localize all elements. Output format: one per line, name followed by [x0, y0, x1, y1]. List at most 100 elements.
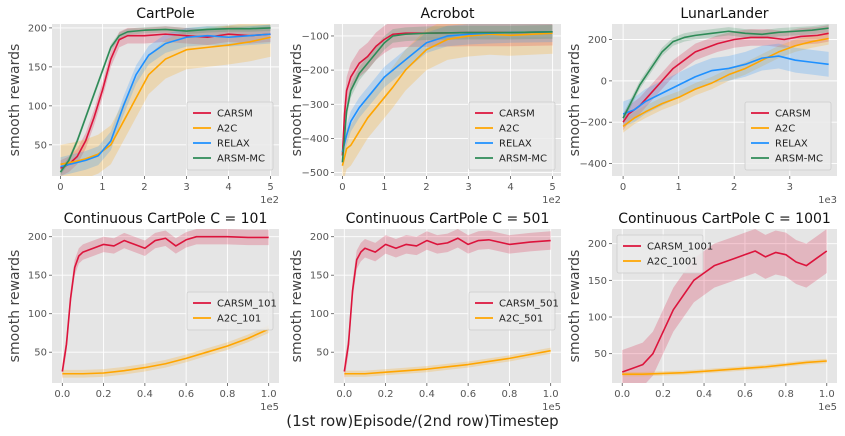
- y-tick-label: 150: [28, 271, 47, 282]
- series-line-carsm_501: [343, 237, 551, 372]
- chart-title: Continuous CartPole C = 501: [346, 211, 550, 227]
- series-band-relax: [60, 24, 271, 176]
- series-band-a2c_101: [62, 325, 269, 378]
- chart-title: Acrobot: [421, 6, 475, 22]
- x-tick-label: 1: [675, 182, 681, 193]
- y-tick-label: −500: [302, 168, 329, 179]
- y-tick-label: 100: [28, 101, 47, 112]
- chart-title: Continuous CartPole C = 1001: [618, 211, 831, 227]
- legend-box: [468, 291, 556, 331]
- series-line-a2c_1001: [622, 360, 827, 376]
- y-axis-label: smooth rewards: [567, 44, 583, 157]
- series-band-a2c_1001: [622, 358, 827, 377]
- series-line-a2c_501: [344, 349, 551, 375]
- legend-box: [616, 234, 704, 274]
- x-tick-label: 0.2: [96, 389, 112, 400]
- legend: CARSM A2C RELAX ARSM-MC: [186, 101, 274, 171]
- y-tick-label: 200: [588, 239, 607, 250]
- series-line-arsm-mc: [622, 27, 829, 119]
- x-tick-label: 0.6: [460, 389, 476, 400]
- x-tick-label: 0.6: [178, 389, 194, 400]
- x-tick-label: 3: [183, 182, 189, 193]
- x-tick-label: 1.0: [261, 389, 277, 400]
- x-tick-label: 0: [339, 182, 345, 193]
- legend-label: CARSM_1001: [647, 242, 713, 253]
- series-line-relax: [622, 55, 829, 115]
- y-axis-label: smooth rewards: [7, 44, 23, 157]
- legend-label: CARSM: [217, 109, 253, 120]
- series-band-carsm_1001: [622, 229, 827, 383]
- legend-label: RELAX: [217, 139, 250, 150]
- legend-label: ARSM-MC: [499, 154, 547, 165]
- legend: CARSM_101 A2C_101: [186, 291, 277, 331]
- y-axis-label: smooth rewards: [289, 44, 305, 157]
- legend-label: CARSM: [775, 109, 811, 120]
- legend-label: A2C_1001: [647, 257, 698, 268]
- y-axis-label: smooth rewards: [7, 250, 23, 363]
- x-tick-label: 0: [620, 182, 626, 193]
- y-tick-label: 100: [28, 309, 47, 320]
- series-band-carsm_101: [62, 229, 269, 380]
- series-group: [621, 229, 828, 383]
- x-tick-label: 0.8: [219, 389, 235, 400]
- x-tick-label: 0: [57, 182, 63, 193]
- x-tick-label: 0.6: [737, 389, 753, 400]
- legend-box: [186, 101, 274, 171]
- y-tick-label: 50: [594, 349, 607, 360]
- series-group: [61, 229, 270, 380]
- x-tick-label: 2: [141, 182, 147, 193]
- series-band-a2c: [342, 24, 553, 176]
- series-line-relax: [341, 31, 553, 153]
- chart-panel-1: 50 100 150 200 0 1 2 3 4 5 1e2 CartPole smooth rewar…: [7, 6, 279, 206]
- series-band-carsm_501: [344, 229, 551, 381]
- y-tick-label: 150: [310, 271, 329, 282]
- x-tick-label: 0.0: [614, 389, 630, 400]
- chart-panel-4: 50 100 150 200 0.0 0.2 0.4 0.6 0.8 1.0 1e5 Continuo…: [7, 211, 279, 413]
- x-offset-label: 1e5: [818, 402, 837, 413]
- x-tick-label: 0.8: [501, 389, 517, 400]
- series-line-carsm_101: [61, 235, 269, 372]
- legend-box: [186, 291, 274, 331]
- y-tick-label: 50: [316, 348, 329, 359]
- series-band-a2c: [60, 24, 271, 176]
- x-tick-label: 1: [99, 182, 105, 193]
- x-tick-label: 0.4: [696, 389, 712, 400]
- legend-label: CARSM_101: [217, 299, 277, 310]
- y-tick-label: 50: [34, 348, 47, 359]
- y-tick-label: 0: [601, 76, 607, 87]
- legend: CARSM_501 A2C_501: [468, 291, 559, 331]
- x-offset-label: 1e5: [542, 402, 561, 413]
- y-tick-label: −100: [302, 31, 329, 42]
- x-tick-label: 1: [381, 182, 387, 193]
- chart-panel-3: −400 −200 0 200 0 1 2 3 1e3 LunarLander smooth rew…: [567, 6, 837, 206]
- series-line-arsm-mc: [341, 31, 553, 163]
- y-tick-label: 150: [28, 62, 47, 73]
- x-tick-label: 0.8: [778, 389, 794, 400]
- series-band-a2c_501: [344, 347, 551, 377]
- legend-label: A2C_501: [499, 314, 543, 325]
- x-tick-label: 4: [507, 182, 513, 193]
- series-line-relax: [60, 33, 271, 168]
- legend: CARSM A2C RELAX ARSM-MC: [744, 101, 832, 171]
- x-tick-label: 2: [731, 182, 737, 193]
- x-tick-label: 5: [267, 182, 273, 193]
- figure-xlabel: (1st row)Episode/(2nd row)Timestep: [286, 412, 559, 430]
- y-tick-label: 50: [34, 140, 47, 151]
- legend-box: [744, 101, 832, 171]
- x-offset-label: 1e2: [542, 195, 561, 206]
- legend: CARSM_1001 A2C_1001: [616, 234, 713, 274]
- x-tick-label: 1.0: [819, 389, 835, 400]
- series-line-carsm: [622, 32, 829, 123]
- chart-panel-2: −500 −400 −300 −200 −100 0 1 2 3 4 5 1e2 Acrobot smoo…: [289, 6, 561, 206]
- x-tick-label: 3: [465, 182, 471, 193]
- legend-label: A2C: [217, 124, 237, 135]
- x-offset-label: 1e2: [260, 195, 279, 206]
- chart-panel-5: 50 100 150 200 0.0 0.2 0.4 0.6 0.8 1.0 1e5 Continuo…: [289, 211, 561, 413]
- series-group: [341, 24, 553, 176]
- x-tick-label: 2: [423, 182, 429, 193]
- x-tick-label: 0.4: [419, 389, 435, 400]
- y-tick-label: 200: [28, 23, 47, 34]
- series-line-carsm_1001: [621, 250, 828, 373]
- y-tick-label: −200: [580, 118, 607, 129]
